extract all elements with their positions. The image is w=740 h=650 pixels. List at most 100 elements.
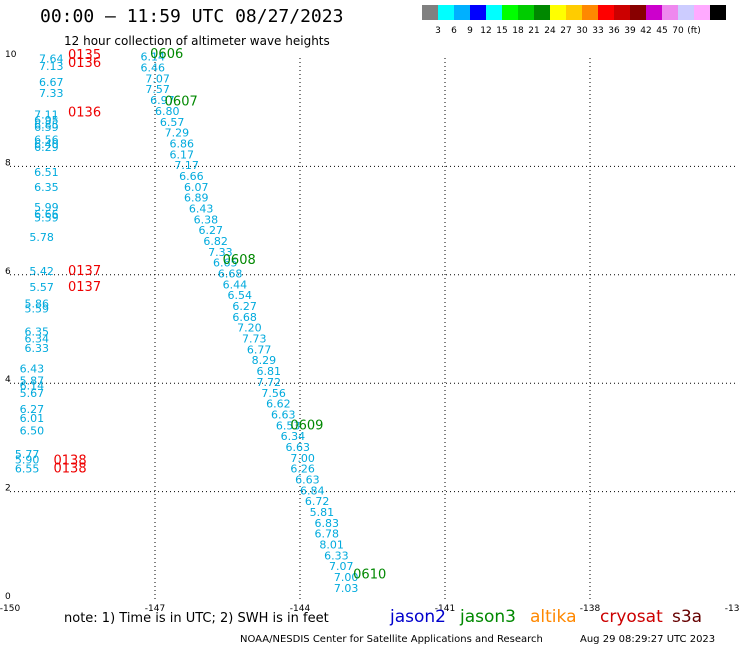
- colorbar-swatch: [582, 5, 598, 20]
- swh-label: 7.00: [290, 452, 315, 465]
- swh-label: 5.59: [34, 212, 59, 225]
- swh-label: 5.87: [20, 374, 44, 387]
- swh-label: 6.67: [39, 76, 64, 89]
- colorbar-swatch: [454, 5, 470, 20]
- swh-label: 6.83: [315, 517, 340, 530]
- swh-label: 6.89: [184, 192, 209, 205]
- colorbar-label: 42: [640, 26, 652, 36]
- chart-subtitle: 12 hour collection of altimeter wave hei…: [64, 34, 330, 48]
- swh-label: 7.57: [145, 83, 170, 96]
- colorbar-swatch: [550, 5, 566, 20]
- colorbar-swatch: [486, 5, 502, 20]
- swh-label: 7.33: [39, 87, 64, 100]
- swh-label: 6.72: [305, 495, 330, 508]
- swh-label: 6.50: [20, 425, 44, 438]
- swh-label: 7.73: [242, 333, 267, 346]
- swh-label: 5.78: [29, 231, 54, 244]
- swh-label: 7.00: [334, 571, 359, 584]
- colorbar-swatch: [534, 5, 550, 20]
- swh-label: 6.34: [281, 430, 306, 443]
- swh-label: 6.26: [290, 463, 315, 476]
- swh-label: 6.44: [223, 278, 248, 291]
- colorbar-label: 12: [480, 26, 492, 36]
- swh-label: 7.17: [174, 159, 199, 172]
- swh-label: 7.64: [39, 52, 64, 65]
- swh-label: 6.14: [20, 380, 44, 393]
- swh-label: 6.46: [141, 62, 166, 75]
- altimeter-plot: -150 -147 -144 -141 -138 -135 0 2 4 6 8 10 7.647.13 6…: [0, 47, 740, 612]
- colorbar-label: 39: [624, 26, 636, 36]
- swh-label: 7.13: [39, 60, 64, 73]
- x-tick-label: -138: [580, 604, 601, 612]
- swh-label: 7.29: [165, 127, 190, 140]
- colorbar-swatch: [566, 5, 582, 20]
- footer-note: note: 1) Time is in UTC; 2) SWH is in fe…: [64, 611, 329, 626]
- colorbar-swatch: [438, 5, 454, 20]
- swh-label: 6.54: [228, 289, 253, 302]
- time-label: 0607: [165, 95, 198, 110]
- swh-label: 6.84: [300, 484, 325, 497]
- y-tick-label: 8: [5, 158, 11, 168]
- x-tick-label: -135: [725, 604, 740, 612]
- swh-label: 6.43: [20, 362, 44, 375]
- colorbar-label: 33: [592, 26, 604, 36]
- colorbar-label: 30: [576, 26, 588, 36]
- footer-timestamp: Aug 29 08:29:27 UTC 2023: [580, 634, 716, 645]
- swh-label: 8.29: [252, 354, 277, 367]
- swh-label: 6.43: [189, 202, 214, 215]
- footer-credit: NOAA/NESDIS Center for Satellite Applica…: [240, 634, 543, 645]
- time-label: 0608: [223, 253, 256, 268]
- time-label: 0136: [68, 106, 101, 121]
- swh-label: 7.03: [334, 582, 359, 595]
- swh-label: 6.14: [141, 51, 166, 64]
- swh-label: 6.78: [315, 528, 340, 541]
- swh-label: 6.51: [34, 166, 59, 179]
- swh-label: 6.81: [257, 365, 282, 378]
- x-tick-label: -144: [290, 604, 311, 612]
- x-tick-label: -141: [435, 604, 455, 612]
- swh-label: 6.33: [324, 549, 349, 562]
- colorbar-label: 18: [512, 26, 524, 36]
- swh-label: 6.63: [295, 473, 320, 486]
- swh-label: 7.07: [145, 72, 170, 85]
- swh-label: 6.38: [194, 213, 219, 226]
- swh-label: 7.11: [34, 109, 59, 122]
- swh-label: 7.07: [329, 560, 354, 573]
- swh-label: 6.66: [34, 208, 59, 221]
- colorbar-swatch: [614, 5, 630, 20]
- swh-label: 6.35: [34, 181, 59, 194]
- colorbar-label: 3: [435, 26, 441, 36]
- colorbar-swatch: [678, 5, 694, 20]
- swh-label: 5.77: [15, 448, 40, 461]
- colorbar-swatch: [598, 5, 614, 20]
- swh-label: 6.40: [34, 138, 59, 151]
- swh-label: 6.66: [179, 170, 204, 183]
- swh-label: 6.34: [25, 333, 50, 346]
- swh-label: 6.01: [20, 412, 44, 425]
- y-tick-label: 4: [5, 375, 11, 385]
- time-label: 0138: [54, 462, 87, 477]
- swh-label: 5.67: [20, 387, 44, 400]
- swh-label: 6.27: [232, 300, 256, 313]
- y-tick-label: 10: [5, 50, 17, 60]
- swh-label: 6.29: [34, 141, 59, 154]
- swh-label: 6.57: [160, 116, 185, 129]
- colorbar-swatch: [662, 5, 678, 20]
- swh-label: 7.20: [237, 322, 262, 335]
- chart-title: 00:00 – 11:59 UTC 08/27/2023: [40, 6, 344, 27]
- colorbar-swatch: [470, 5, 486, 20]
- swh-label: 5.59: [25, 303, 50, 316]
- swh-label: 5.81: [310, 506, 335, 519]
- colorbar-label: (ft): [687, 26, 701, 36]
- x-tick-label: -147: [145, 604, 165, 612]
- swh-label: 6.55: [15, 463, 40, 476]
- colorbar-swatch: [646, 5, 662, 20]
- swh-label: 6.95: [34, 114, 59, 127]
- colorbar-label: 6: [451, 26, 457, 36]
- swh-label: 8.01: [319, 539, 344, 552]
- swh-label: 6.56: [34, 134, 59, 147]
- swh-label: 6.35: [25, 326, 50, 339]
- time-label: 0136: [68, 56, 101, 71]
- colorbar-swatch: [422, 5, 438, 20]
- swh-label: 5.57: [29, 281, 54, 294]
